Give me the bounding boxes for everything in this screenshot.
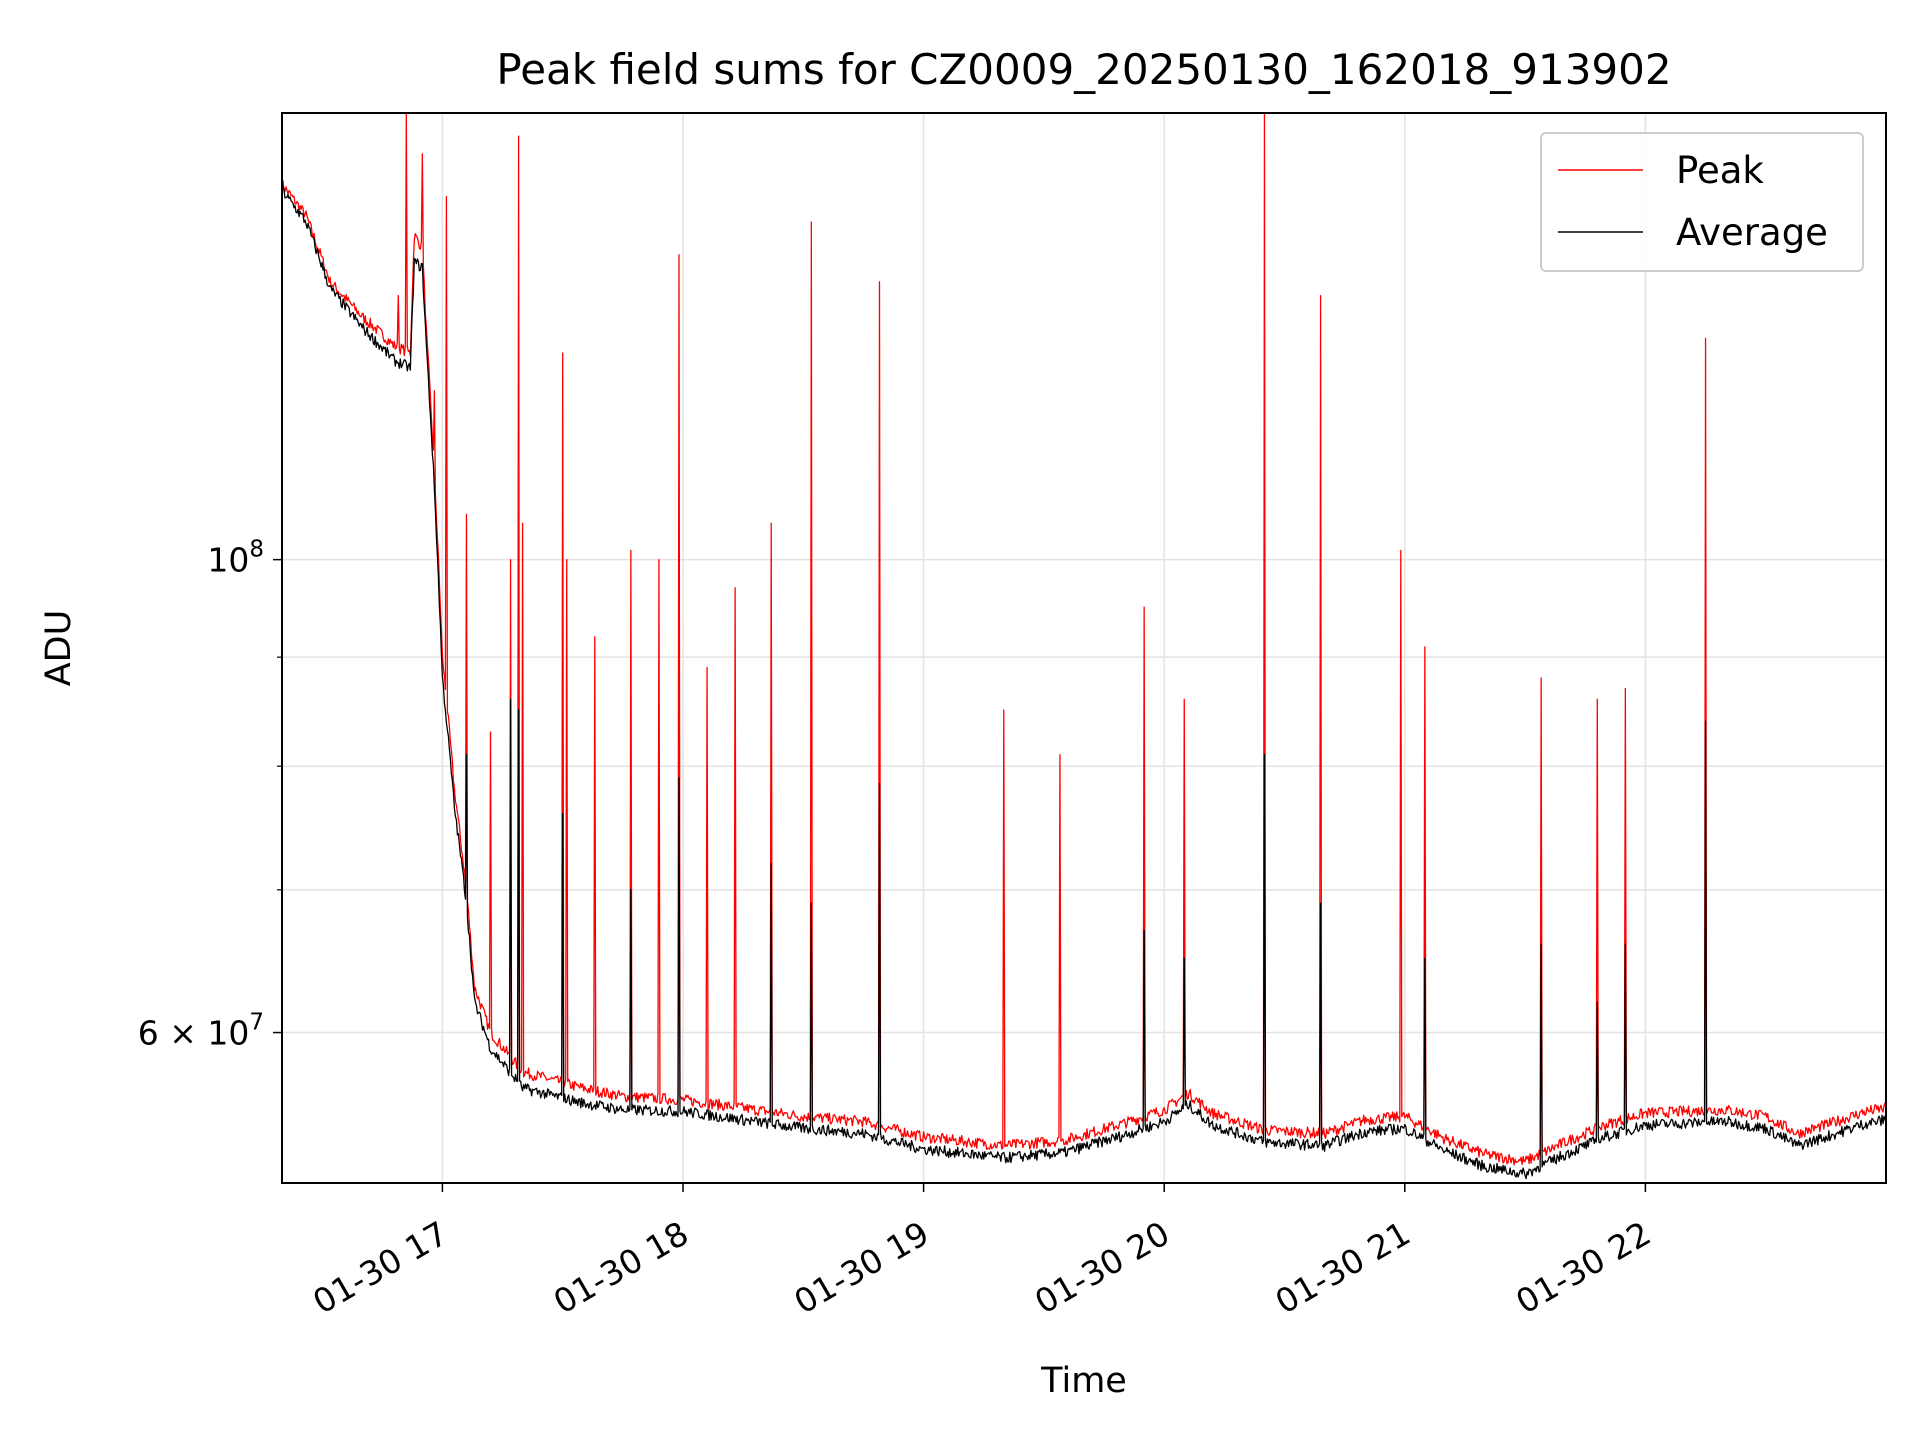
y-tick-label: 6 × 107: [138, 1010, 264, 1053]
legend: Peak Average: [1540, 132, 1864, 272]
series-average-line: [281, 186, 1887, 1180]
x-axis-label: Time: [1040, 1361, 1127, 1401]
y-axis-label: ADU: [39, 610, 79, 687]
grid: [282, 113, 1886, 1183]
chart-title: Peak field sums for CZ0009_20250130_1620…: [496, 45, 1671, 94]
series-peak-line: [281, 112, 1887, 1166]
legend-box: [1540, 132, 1864, 272]
legend-label-peak: Peak: [1676, 149, 1764, 192]
axes-frame: [281, 112, 1887, 1184]
legend-label-average: Average: [1676, 211, 1828, 254]
series-layer: [281, 112, 1887, 1180]
